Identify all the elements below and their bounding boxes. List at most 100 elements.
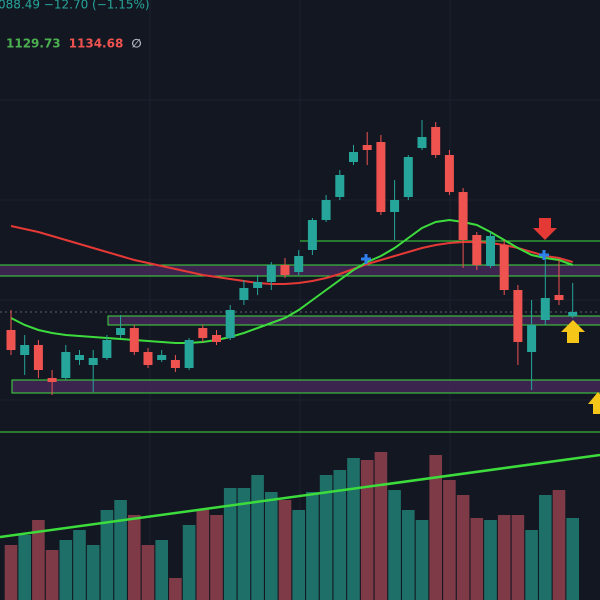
volume-bar bbox=[292, 510, 305, 600]
candle-body bbox=[294, 256, 304, 272]
volume-bar bbox=[155, 540, 168, 600]
volume-bar bbox=[141, 545, 155, 600]
volume-bar bbox=[196, 510, 210, 600]
up-arrow bbox=[561, 320, 585, 343]
volume-bar bbox=[511, 515, 525, 600]
candle-body bbox=[102, 340, 112, 358]
candle-body bbox=[458, 192, 468, 240]
candle-body bbox=[499, 245, 509, 290]
candle-body bbox=[349, 152, 358, 162]
candle-body bbox=[20, 345, 30, 355]
candle-body bbox=[75, 355, 84, 360]
volume-bar bbox=[525, 530, 538, 600]
volume-bar bbox=[128, 515, 141, 600]
candle-body bbox=[376, 142, 386, 212]
up-arrow bbox=[588, 392, 600, 414]
candle-body bbox=[513, 290, 523, 342]
volume-bar bbox=[566, 518, 579, 600]
volume-bar bbox=[484, 520, 497, 600]
candle-body bbox=[335, 175, 345, 197]
volume-bar bbox=[415, 520, 429, 600]
volume-bar bbox=[45, 550, 59, 600]
zone bbox=[107, 315, 600, 326]
volume-bar bbox=[374, 452, 388, 600]
candle-body bbox=[417, 137, 427, 148]
volume-bar bbox=[360, 460, 374, 600]
candle-body bbox=[253, 282, 263, 288]
candle-body bbox=[266, 265, 276, 282]
quote: 088.49 −12.70 (−1.15%) bbox=[0, 0, 150, 12]
candle-body bbox=[129, 328, 139, 352]
candle-body bbox=[540, 298, 550, 320]
candle-body bbox=[431, 127, 441, 155]
candle-body bbox=[307, 220, 317, 250]
candle-body bbox=[527, 325, 537, 352]
volume-bar bbox=[388, 490, 401, 600]
annotations bbox=[361, 218, 600, 414]
volume-bar bbox=[59, 540, 73, 600]
volume-bar bbox=[552, 490, 566, 600]
volume-bar bbox=[443, 480, 456, 600]
volume-bar bbox=[429, 455, 442, 600]
candle-body bbox=[554, 295, 564, 300]
volume-bar bbox=[182, 525, 196, 600]
candle-body bbox=[212, 335, 221, 342]
candle-body bbox=[6, 330, 16, 350]
legend-value: 1129.73 bbox=[6, 37, 61, 51]
volume-bar bbox=[347, 458, 360, 600]
candle-body bbox=[225, 310, 235, 338]
candle-body bbox=[170, 360, 180, 368]
volume-bar bbox=[265, 492, 278, 600]
volume-bar bbox=[470, 518, 484, 600]
volume-bar bbox=[278, 500, 292, 600]
legend-value: ∅ bbox=[131, 37, 141, 51]
volume-layer bbox=[4, 452, 579, 600]
candle-body bbox=[184, 340, 194, 368]
candle-body bbox=[239, 288, 249, 300]
candle-body bbox=[444, 155, 454, 192]
candle-body bbox=[472, 235, 482, 265]
volume-bar bbox=[18, 535, 31, 600]
volume-bar bbox=[456, 495, 470, 600]
candle-body bbox=[321, 200, 331, 220]
volume-bar bbox=[497, 515, 511, 600]
moving-average bbox=[10, 218, 574, 344]
volume-bar bbox=[210, 515, 223, 600]
volume-bar bbox=[169, 578, 182, 600]
volume-bar bbox=[114, 500, 127, 600]
candle-body bbox=[61, 352, 71, 378]
volume-bar bbox=[86, 545, 100, 600]
candle-body bbox=[403, 157, 413, 197]
volume-bar bbox=[73, 530, 86, 600]
volume-trend-line bbox=[0, 453, 600, 539]
volume-bar bbox=[4, 545, 18, 600]
legend: 1129.73 1134.68 ∅ bbox=[6, 37, 142, 51]
candle-layer bbox=[6, 120, 578, 395]
cross-marker bbox=[539, 250, 549, 260]
candle-body bbox=[33, 345, 43, 370]
volume-bar bbox=[539, 495, 552, 600]
candle-body bbox=[486, 236, 495, 266]
candle-body bbox=[143, 352, 153, 365]
volume-bar bbox=[32, 520, 45, 600]
candle-body bbox=[47, 378, 57, 382]
candle-body bbox=[88, 358, 98, 365]
volume-bar bbox=[333, 470, 347, 600]
candle-body bbox=[198, 328, 208, 338]
volume-bar bbox=[251, 475, 264, 600]
candle-body bbox=[390, 200, 400, 212]
volume-bar bbox=[402, 510, 415, 600]
candle-body bbox=[568, 312, 578, 316]
volume-bar bbox=[319, 475, 333, 600]
down-arrow bbox=[533, 218, 557, 240]
candle-body bbox=[116, 328, 126, 335]
candle-body bbox=[280, 265, 290, 275]
volume-bar bbox=[223, 488, 237, 600]
zone bbox=[11, 379, 600, 394]
volume-bar bbox=[306, 492, 319, 600]
candle-body bbox=[362, 145, 372, 150]
volume-bar bbox=[237, 488, 251, 600]
volume-bar bbox=[100, 510, 114, 600]
